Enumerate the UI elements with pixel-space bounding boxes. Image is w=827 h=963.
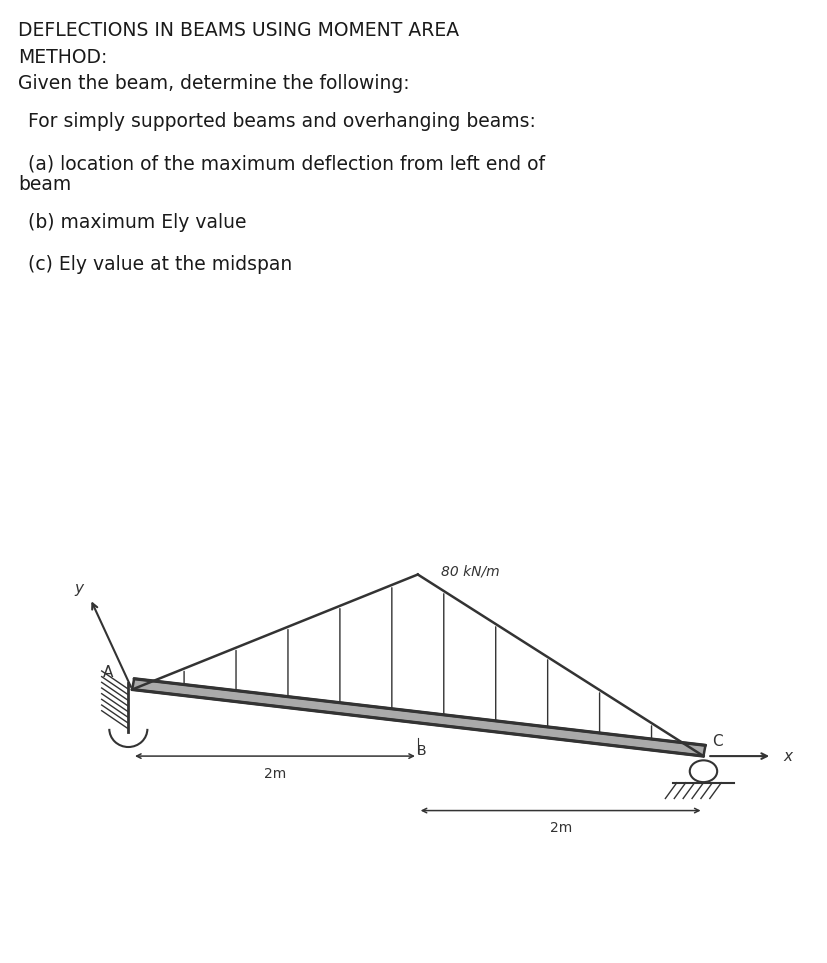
Text: x: x [782, 748, 791, 764]
Text: C: C [712, 734, 722, 749]
Text: 2m: 2m [549, 821, 571, 836]
Text: DEFLECTIONS IN BEAMS USING MOMENT AREA: DEFLECTIONS IN BEAMS USING MOMENT AREA [18, 21, 458, 40]
Text: For simply supported beams and overhanging beams:: For simply supported beams and overhangi… [28, 112, 535, 131]
Text: Given the beam, determine the following:: Given the beam, determine the following: [18, 74, 409, 93]
Polygon shape [132, 679, 705, 756]
Text: A: A [103, 665, 113, 681]
Text: 2m: 2m [264, 767, 286, 781]
Text: beam: beam [18, 175, 71, 195]
Text: (a) location of the maximum deflection from left end of: (a) location of the maximum deflection f… [28, 154, 544, 173]
Text: METHOD:: METHOD: [18, 48, 108, 66]
Text: y: y [74, 581, 84, 596]
Text: (c) Ely value at the midspan: (c) Ely value at the midspan [28, 255, 292, 274]
Text: (b) maximum Ely value: (b) maximum Ely value [28, 213, 246, 232]
Text: B: B [416, 744, 426, 758]
Text: 80 kN/m: 80 kN/m [440, 564, 499, 579]
